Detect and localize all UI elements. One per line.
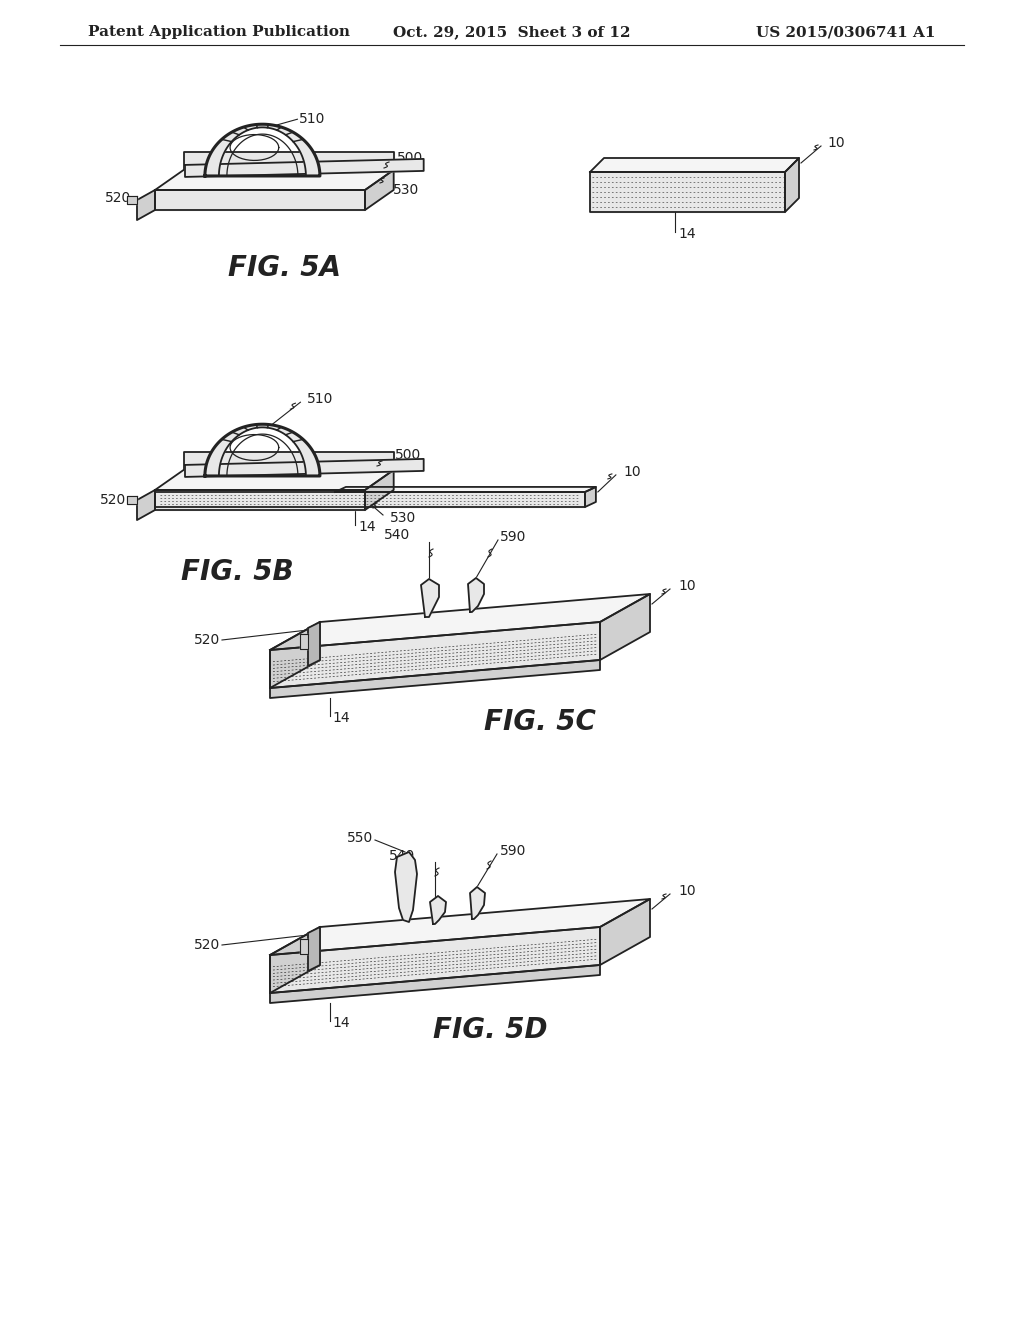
Text: 520: 520 <box>194 634 220 647</box>
Polygon shape <box>137 490 155 520</box>
Polygon shape <box>270 622 319 688</box>
Polygon shape <box>308 622 319 667</box>
Text: FIG. 5A: FIG. 5A <box>228 253 341 282</box>
Text: 540: 540 <box>384 528 410 543</box>
Text: 14: 14 <box>358 520 376 535</box>
Polygon shape <box>155 190 365 210</box>
Polygon shape <box>127 195 137 205</box>
Polygon shape <box>155 470 393 490</box>
Polygon shape <box>421 579 439 616</box>
Text: FIG. 5C: FIG. 5C <box>484 708 596 737</box>
Text: 14: 14 <box>332 711 349 725</box>
Text: 500: 500 <box>395 447 421 462</box>
Polygon shape <box>205 424 319 477</box>
Polygon shape <box>365 470 393 510</box>
Polygon shape <box>300 939 308 953</box>
Polygon shape <box>395 851 417 921</box>
Text: 550: 550 <box>347 832 373 845</box>
Polygon shape <box>270 927 600 993</box>
Text: 10: 10 <box>827 136 845 150</box>
Polygon shape <box>470 887 485 919</box>
Polygon shape <box>590 158 799 172</box>
Text: 14: 14 <box>332 1016 349 1030</box>
Text: 530: 530 <box>390 511 416 525</box>
Polygon shape <box>155 492 585 507</box>
Polygon shape <box>335 487 596 492</box>
Polygon shape <box>300 634 308 648</box>
Polygon shape <box>127 496 137 504</box>
Polygon shape <box>430 896 446 924</box>
Polygon shape <box>183 451 393 470</box>
Polygon shape <box>270 594 650 649</box>
Polygon shape <box>785 158 799 213</box>
Text: 10: 10 <box>678 579 695 593</box>
Text: 14: 14 <box>678 227 695 242</box>
Polygon shape <box>155 170 393 190</box>
Text: 590: 590 <box>500 531 526 544</box>
Polygon shape <box>308 927 319 972</box>
Polygon shape <box>155 490 365 510</box>
Polygon shape <box>590 172 785 213</box>
Text: 510: 510 <box>299 112 326 127</box>
Polygon shape <box>270 927 319 993</box>
Polygon shape <box>185 459 424 477</box>
Polygon shape <box>270 965 600 1003</box>
Text: Oct. 29, 2015  Sheet 3 of 12: Oct. 29, 2015 Sheet 3 of 12 <box>393 25 631 40</box>
Polygon shape <box>585 487 596 507</box>
Polygon shape <box>270 622 600 688</box>
Text: FIG. 5B: FIG. 5B <box>180 558 293 586</box>
Text: 520: 520 <box>194 939 220 952</box>
Polygon shape <box>185 158 424 177</box>
Polygon shape <box>468 578 484 612</box>
Polygon shape <box>270 899 650 954</box>
Polygon shape <box>365 170 393 210</box>
Polygon shape <box>600 594 650 660</box>
Polygon shape <box>205 124 319 176</box>
Text: US 2015/0306741 A1: US 2015/0306741 A1 <box>757 25 936 40</box>
Text: 530: 530 <box>393 183 419 197</box>
Text: 520: 520 <box>105 191 131 205</box>
Text: 500: 500 <box>397 150 423 165</box>
Text: 10: 10 <box>624 465 641 479</box>
Text: 10: 10 <box>678 884 695 898</box>
Polygon shape <box>270 660 600 698</box>
Text: 510: 510 <box>307 392 334 407</box>
Polygon shape <box>183 152 393 170</box>
Text: FIG. 5D: FIG. 5D <box>433 1016 547 1044</box>
Text: 590: 590 <box>500 843 526 858</box>
Polygon shape <box>600 899 650 965</box>
Text: 520: 520 <box>100 492 126 507</box>
Polygon shape <box>137 190 155 220</box>
Text: 540: 540 <box>389 849 415 863</box>
Text: Patent Application Publication: Patent Application Publication <box>88 25 350 40</box>
